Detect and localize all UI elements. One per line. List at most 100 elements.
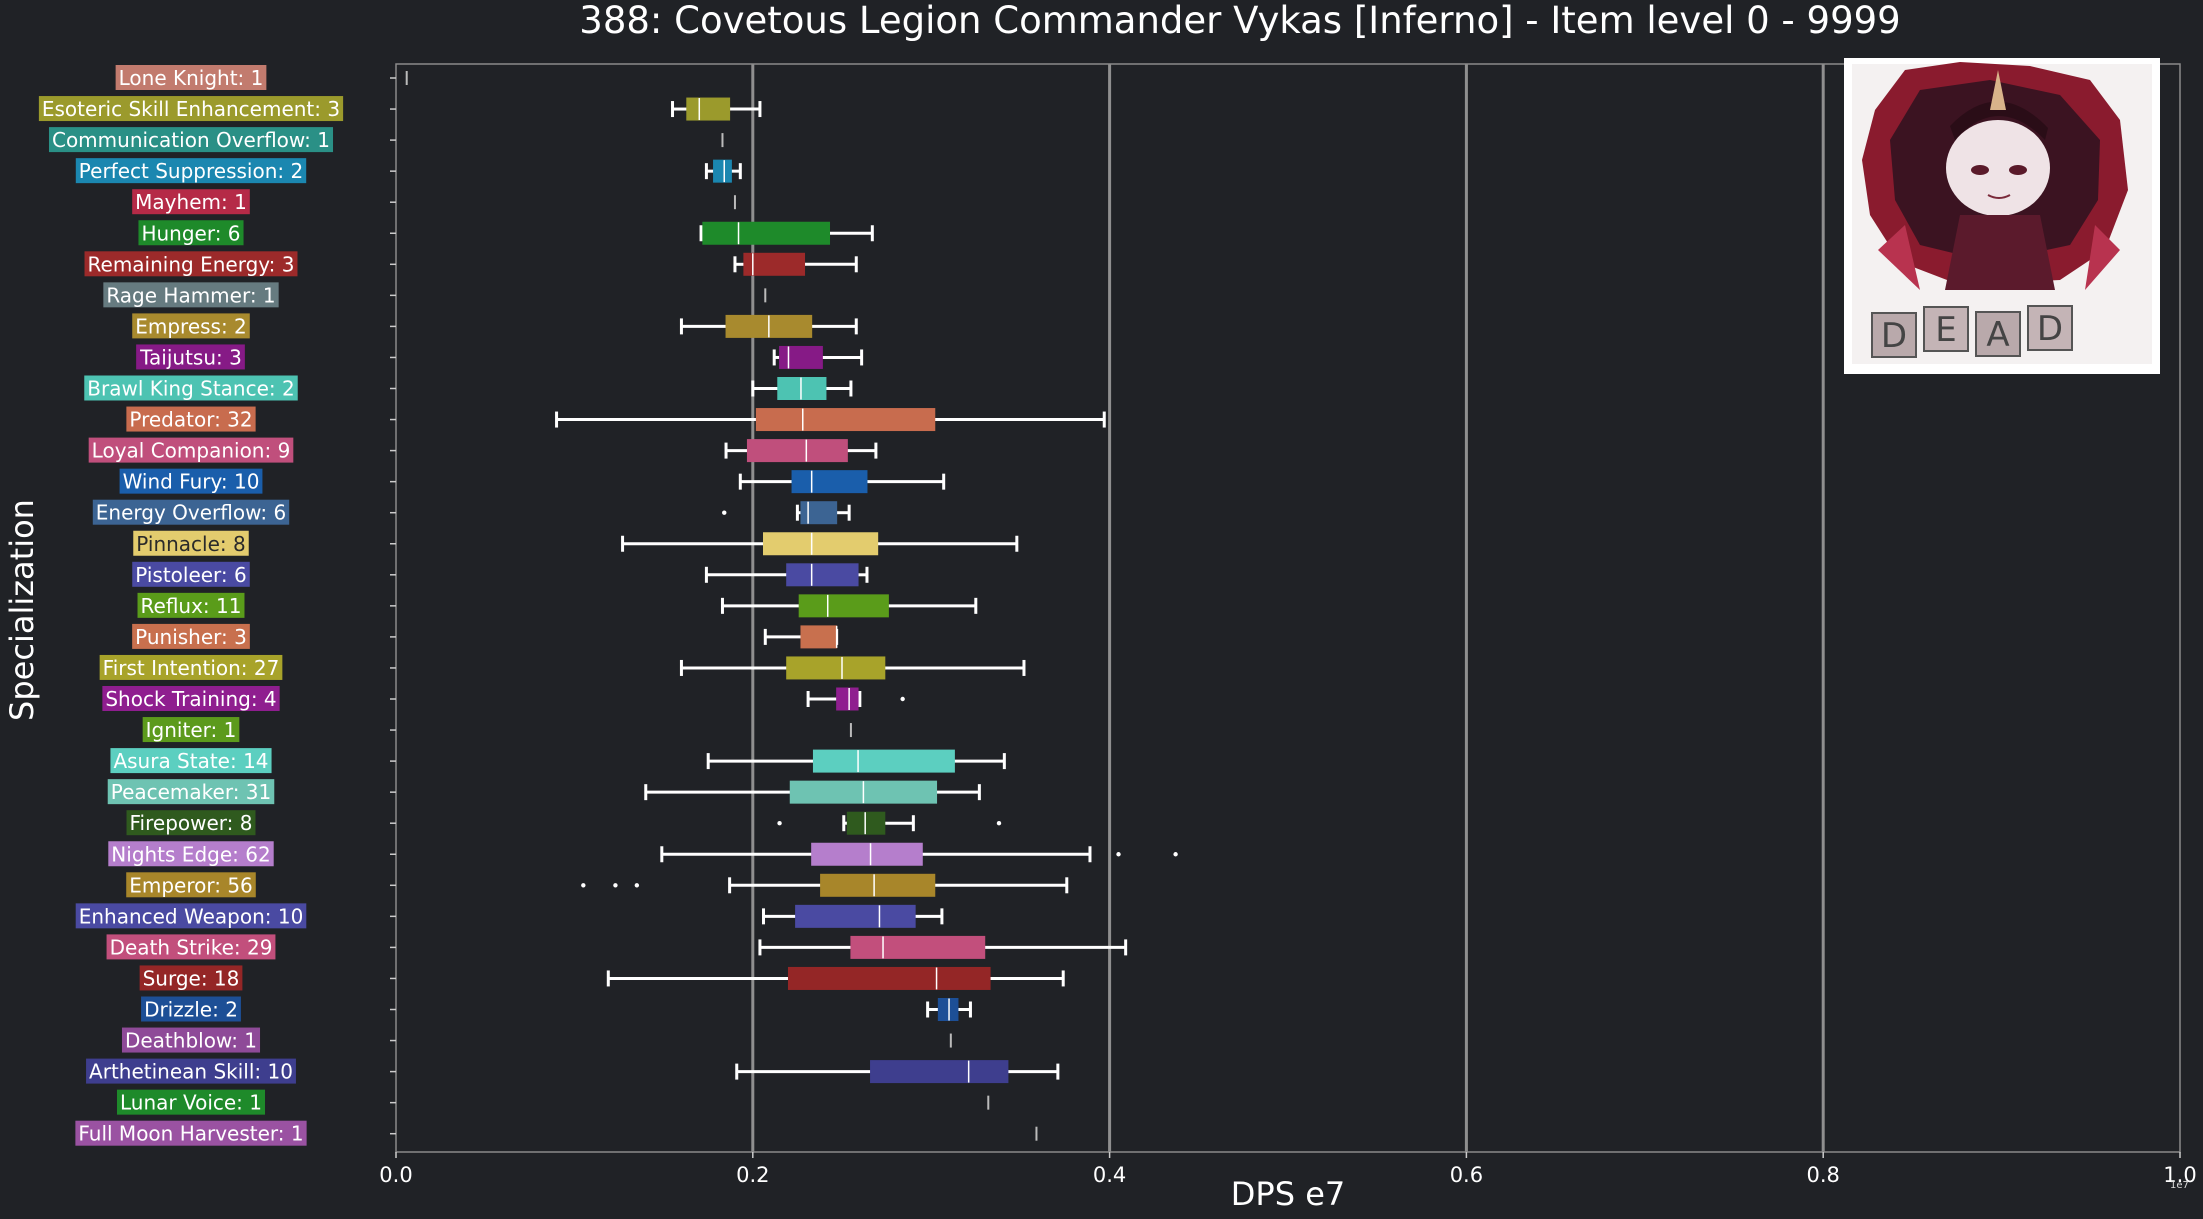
dead-letter: D: [1881, 316, 1907, 356]
iqr-box: [755, 408, 936, 432]
plot-layer: [390, 71, 1178, 1141]
specialization-label: Rage Hammer: 1: [106, 283, 275, 307]
specialization-label: Lunar Voice: 1: [120, 1091, 262, 1115]
boss-portrait-image: D E A D: [1844, 58, 2160, 374]
specialization-label: Hunger: 6: [141, 221, 240, 245]
box-group: [390, 314, 858, 338]
box-group: [390, 563, 869, 587]
iqr-box: [713, 159, 732, 183]
specialization-label-bg: [126, 810, 256, 836]
specialization-label-bg: [115, 65, 267, 90]
specialization-label-bg: [106, 934, 276, 960]
specialization-label-bg: [108, 841, 274, 867]
specialization-label: First Intention: 27: [103, 656, 280, 680]
x-offset-label: 1e7: [2170, 1180, 2189, 1191]
iqr-box: [850, 935, 986, 959]
specialization-label: Drizzle: 2: [144, 998, 238, 1022]
box-group: [390, 873, 1069, 897]
iqr-box: [800, 625, 838, 649]
outlier-point: [996, 821, 1002, 826]
box-group: [390, 998, 972, 1021]
specialization-label-bg: [92, 499, 290, 525]
iqr-box: [743, 252, 806, 276]
iqr-box: [777, 377, 827, 400]
specialization-label: Enhanced Weapon: 10: [79, 904, 304, 928]
specialization-label-bg: [119, 468, 263, 494]
box-group: [390, 439, 878, 463]
iqr-box: [820, 873, 936, 897]
outlier-point: [1173, 852, 1178, 857]
specialization-label: Lone Knight: 1: [119, 66, 264, 90]
box-group: [390, 133, 724, 148]
specialization-label-bg: [75, 158, 307, 184]
iqr-box: [763, 532, 879, 556]
specialization-label-bg: [136, 344, 245, 370]
box-group: [390, 195, 736, 210]
specialization-label-bg: [121, 1027, 261, 1053]
specialization-label-bg: [133, 530, 249, 556]
box-group: [390, 252, 858, 276]
specialization-label: Arthetinean Skill: 10: [89, 1060, 293, 1084]
specialization-label-bg: [132, 623, 250, 649]
iqr-box: [846, 811, 886, 835]
x-tick-label: 0.0: [379, 1163, 412, 1187]
outlier-point: [1116, 852, 1121, 857]
outlier-point: [722, 510, 727, 515]
specialization-label-bg: [102, 686, 280, 711]
specialization-label: Surge: 18: [143, 966, 240, 990]
box-group: [390, 780, 981, 804]
grid-layer: [751, 64, 1825, 1152]
specialization-label-bg: [84, 251, 298, 277]
x-tick-label: 0.6: [1450, 1163, 1483, 1187]
specialization-label: Punisher: 3: [135, 625, 247, 649]
iqr-box: [795, 904, 916, 928]
specialization-label: Loyal Companion: 9: [92, 439, 291, 463]
specialization-label: Death Strike: 29: [110, 935, 273, 959]
specialization-label-bg: [110, 748, 272, 774]
specialization-label: Deathblow: 1: [125, 1029, 257, 1053]
specialization-label-bg: [86, 1058, 296, 1084]
box-group: [390, 345, 864, 369]
box-group: [390, 1095, 990, 1110]
specialization-label-bg: [132, 189, 250, 215]
outlier-point: [900, 696, 905, 702]
box-group: [390, 532, 1019, 556]
iqr-box: [786, 563, 859, 587]
specialization-label: Peacemaker: 31: [111, 780, 272, 804]
outlier-point: [613, 883, 618, 888]
specialization-label-bg: [116, 1089, 266, 1115]
specialization-label-bg: [75, 903, 307, 929]
iqr-box: [811, 842, 923, 866]
iqr-box: [702, 221, 831, 245]
specialization-label: Energy Overflow: 6: [96, 501, 286, 525]
x-tick-label: 0.2: [736, 1163, 769, 1187]
box-group: [390, 377, 853, 400]
specialization-label: Nights Edge: 62: [111, 842, 270, 866]
specialization-label: Mayhem: 1: [135, 190, 247, 214]
specialization-label: Wind Fury: 10: [123, 470, 260, 494]
specialization-label-bg: [139, 965, 243, 991]
specialization-label: Brawl King Stance: 2: [87, 377, 294, 401]
box-group: [390, 470, 946, 494]
box-group: [390, 1033, 952, 1048]
specialization-label-bg: [48, 127, 334, 153]
specialization-label-bg: [126, 406, 256, 432]
specialization-label-bg: [84, 375, 298, 401]
iqr-box: [937, 998, 959, 1021]
iqr-box: [787, 966, 991, 990]
dead-letter: D: [2037, 309, 2063, 349]
box-group: [390, 221, 874, 245]
specialization-label: Asura State: 14: [113, 749, 268, 773]
box-group: [390, 625, 839, 649]
specialization-label-bg: [142, 717, 240, 743]
specialization-label: Full Moon Harvester: 1: [78, 1122, 303, 1146]
specialization-label-bg: [132, 561, 250, 587]
x-tick-label: 0.4: [1093, 1163, 1126, 1187]
x-axis-label: DPS e7: [1231, 1175, 1345, 1213]
specialization-label-bg: [38, 96, 344, 122]
box-group: [390, 501, 851, 525]
specialization-label-bg: [103, 282, 279, 308]
dead-letter: E: [1935, 310, 1956, 350]
specialization-label: Perfect Suppression: 2: [79, 159, 303, 183]
